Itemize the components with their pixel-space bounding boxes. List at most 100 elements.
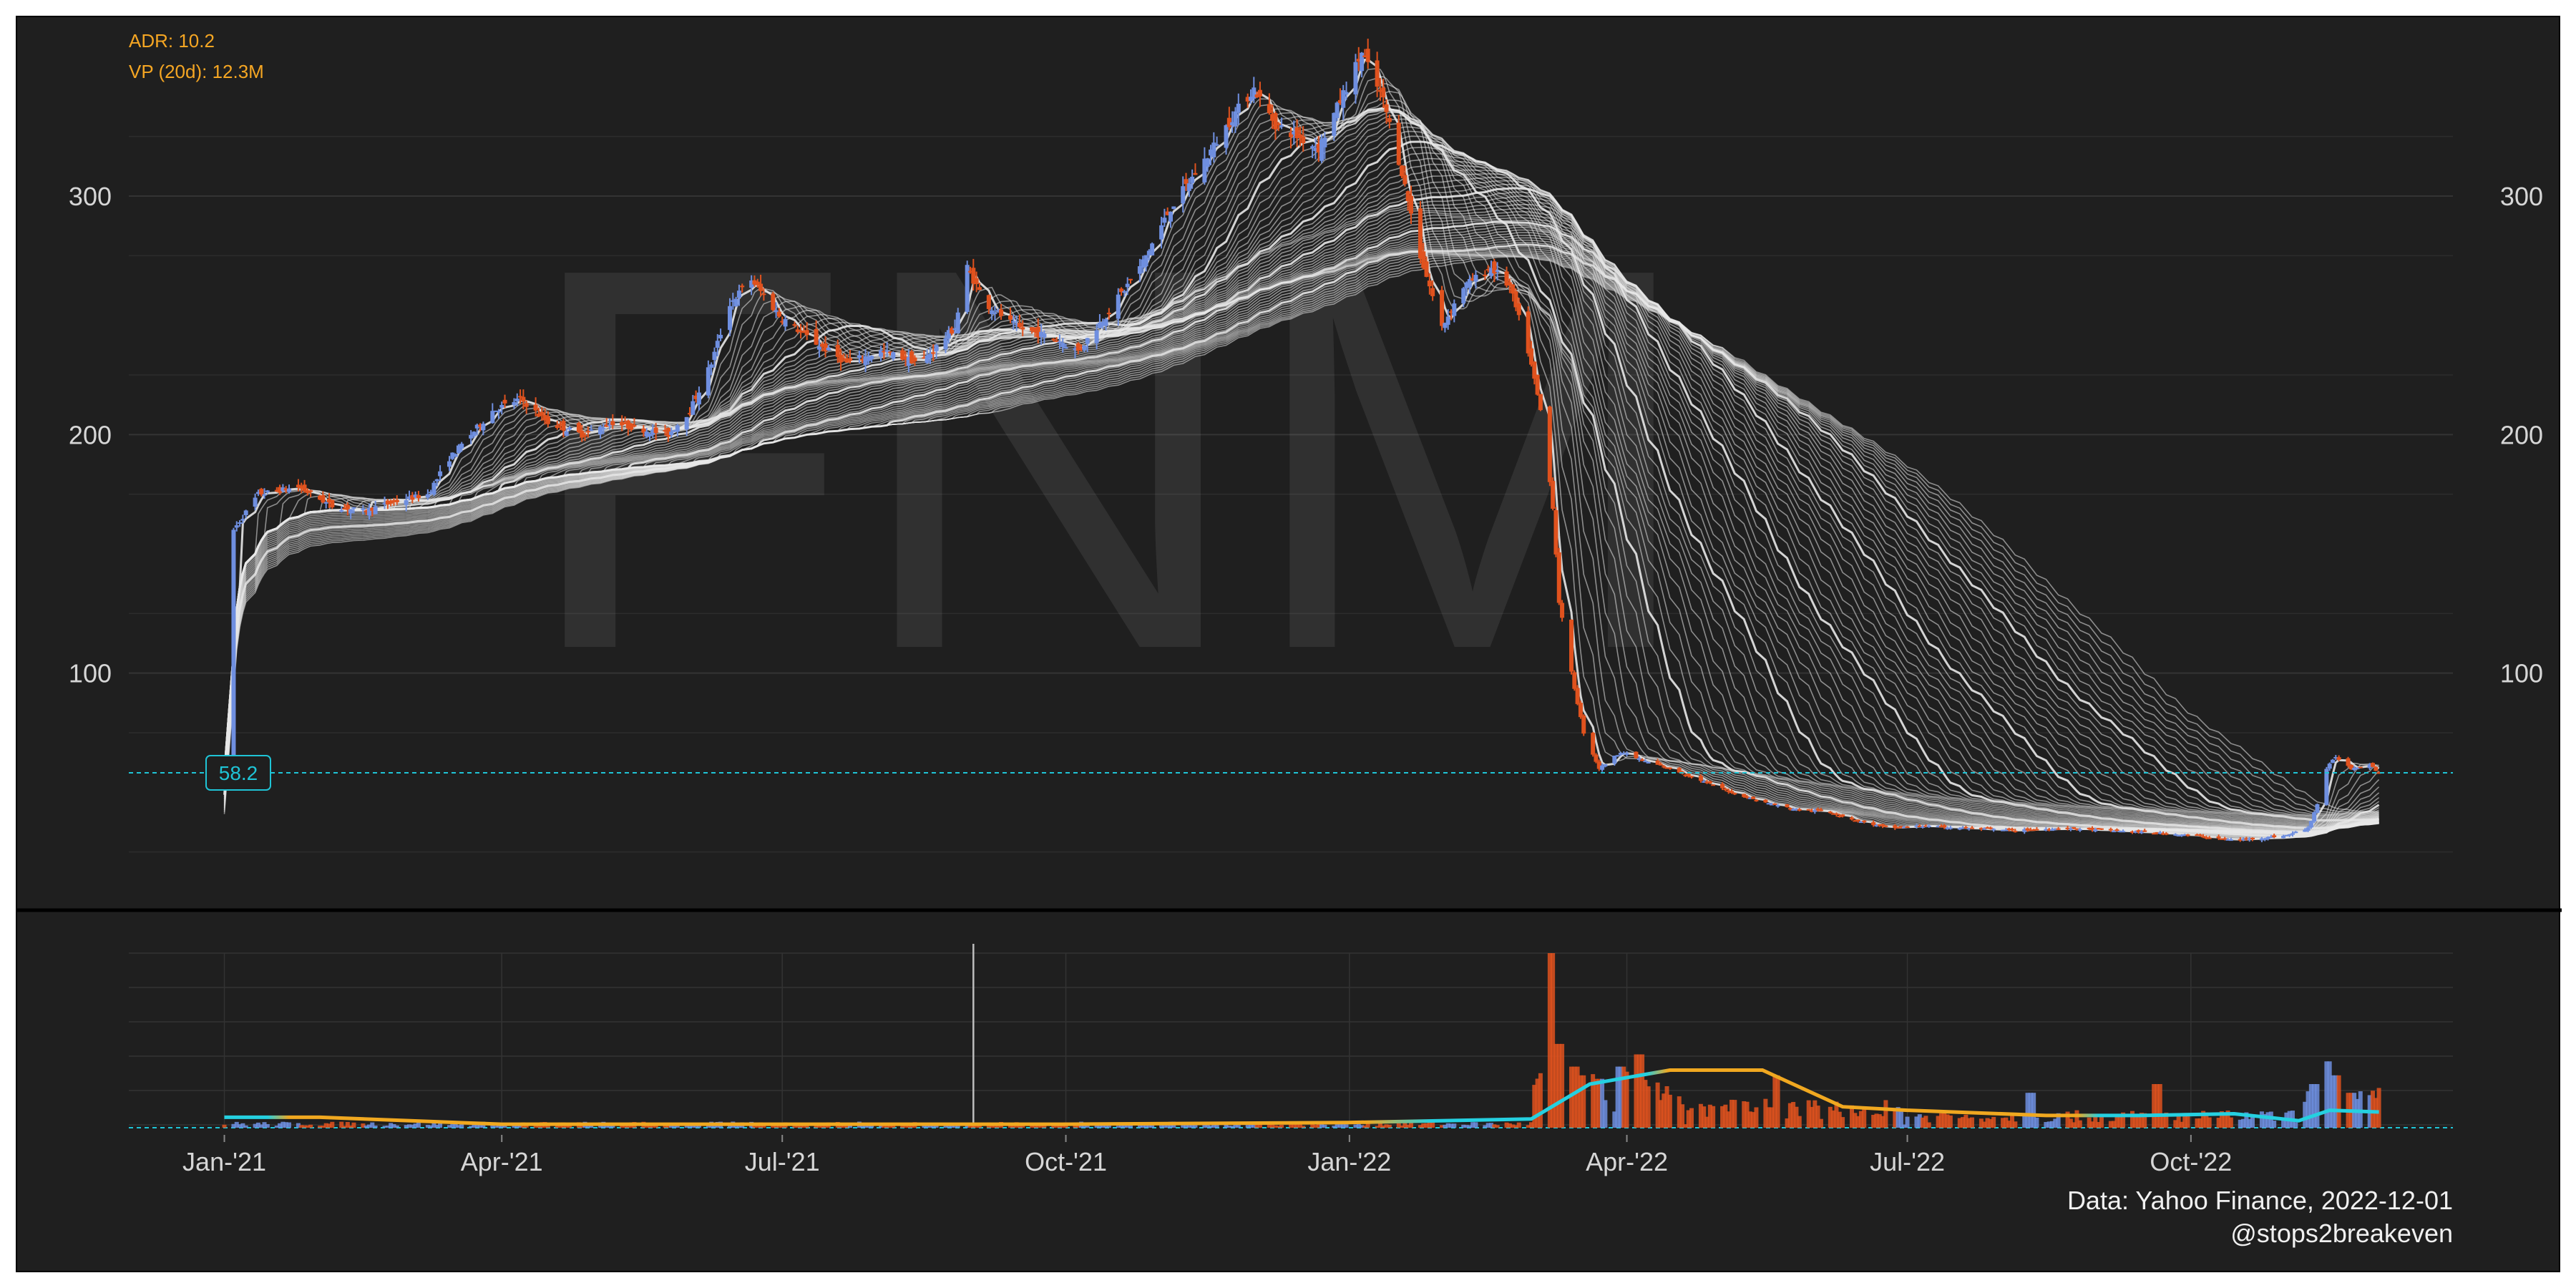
volume-bar (1936, 1116, 1941, 1128)
candle-body (863, 356, 868, 366)
volume-bar (367, 1124, 371, 1128)
candle-body (844, 358, 849, 363)
volume-bar (2228, 1117, 2233, 1128)
candle-body (900, 350, 905, 360)
volume-bar (1008, 1125, 1013, 1128)
candle-body (496, 411, 501, 413)
candle-body (1106, 313, 1111, 315)
volume-bar (255, 1122, 260, 1128)
candle-body (447, 461, 452, 467)
candle-body (2046, 829, 2051, 831)
volume-bar (820, 1125, 825, 1128)
candle-body (367, 507, 371, 516)
volume-bar (2114, 1114, 2119, 1128)
volume-bar (1578, 1075, 1583, 1128)
volume-bar (1664, 1086, 1669, 1128)
volume-bar (990, 1124, 995, 1128)
volume-bar (1396, 1123, 1401, 1128)
candle-body (555, 425, 560, 429)
volume-bar (801, 1126, 806, 1128)
candle-body (1615, 755, 1620, 757)
candle-body (2133, 831, 2138, 833)
volume-bar (2031, 1093, 2036, 1128)
volume-bar (425, 1125, 430, 1128)
candle-body (771, 293, 776, 311)
volume-bar (1871, 1114, 1876, 1128)
volume-bar (348, 1125, 353, 1128)
candle-body (262, 494, 267, 496)
candle-body (823, 343, 828, 352)
candle-body (2044, 829, 2049, 831)
volume-bar (1165, 1123, 1170, 1128)
volume-bar (2161, 1115, 2166, 1128)
ma-line (223, 173, 2379, 834)
candle-body (1547, 406, 1552, 482)
volume-bar (2112, 1121, 2117, 1128)
candle-body (675, 425, 680, 432)
candle-body (302, 484, 307, 492)
candle-body (512, 401, 517, 406)
volume-bar (1267, 1123, 1272, 1128)
candle-body (2204, 836, 2209, 839)
candle-body (1467, 279, 1472, 288)
candle-body (891, 352, 896, 359)
candle-body (2155, 831, 2160, 834)
volume-readout: VP (20d): 12.3M (129, 61, 264, 82)
candle-body (1770, 804, 1774, 806)
volume-bar (1316, 1122, 1321, 1128)
volume-bar (1704, 1116, 1709, 1128)
candle-body (804, 330, 809, 336)
candle-body (755, 281, 760, 286)
volume-bar (1504, 1122, 1509, 1128)
candle-body (884, 350, 889, 352)
candle-body (1181, 186, 1186, 204)
volume-bar (1874, 1113, 1879, 1128)
candle-body (1424, 261, 1429, 277)
candle-body (1797, 809, 1802, 811)
volume-bar (2223, 1113, 2228, 1128)
candle-body (1791, 809, 1796, 811)
volume-bar (1249, 1123, 1253, 1128)
volume-bar (1917, 1114, 1922, 1128)
candle-body (922, 357, 927, 359)
candle-body (1085, 338, 1090, 344)
last-price-badge (205, 755, 271, 791)
volume-bar (429, 1125, 434, 1128)
candle-body (946, 330, 951, 339)
volume-bar (1292, 1124, 1297, 1128)
volume-bar (839, 1124, 844, 1128)
candle-body (1097, 322, 1102, 328)
candle-body (1054, 340, 1059, 342)
volume-bar (1276, 1126, 1281, 1128)
volume-bar (2013, 1121, 2018, 1128)
candle-body (653, 427, 658, 433)
ma-line (223, 169, 2379, 834)
volume-bar (2034, 1117, 2039, 1128)
candle-body (2136, 830, 2141, 832)
volume-bar (1662, 1093, 1667, 1128)
candle-body (2004, 829, 2009, 831)
volume-gridlines (129, 944, 2453, 1128)
volume-bar (447, 1125, 452, 1128)
volume-bar (318, 1126, 323, 1128)
candle-body (1905, 826, 1910, 829)
volume-bar (1615, 1066, 1620, 1128)
candle-body (1815, 809, 1820, 811)
volume-bar (1921, 1117, 1926, 1128)
volume-bar (2219, 1111, 2224, 1128)
candle-body (1316, 144, 1321, 152)
candle-body (1322, 137, 1327, 147)
volume-bar (1405, 1124, 1410, 1128)
volume-bar (2173, 1120, 2178, 1128)
candle-body (1850, 817, 1854, 820)
candle-body (1837, 815, 1842, 817)
price-gridlines (129, 135, 2453, 853)
volume-bar (1766, 1107, 1771, 1128)
candle-body (1880, 824, 1885, 826)
x-tick-label: Apr-'22 (1586, 1147, 1668, 1176)
candle-body (410, 494, 415, 500)
volume-bar (431, 1122, 436, 1128)
volume-bar (1532, 1085, 1537, 1128)
candle-body (2223, 838, 2228, 840)
y-tick-label-right: 300 (2500, 182, 2543, 211)
